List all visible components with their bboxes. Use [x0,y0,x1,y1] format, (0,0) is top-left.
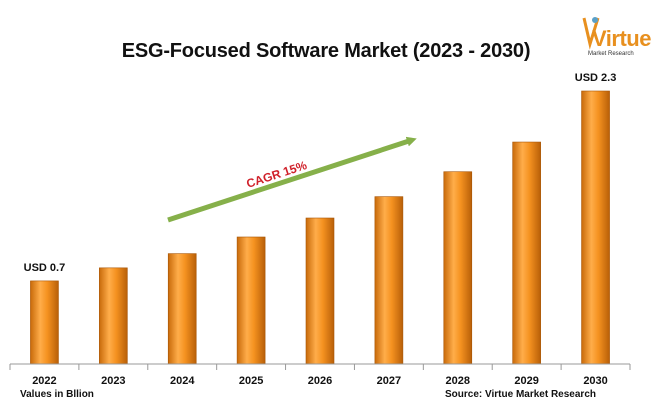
source-note: Source: Virtue Market Research [445,389,596,400]
x-tick-label: 2030 [583,375,607,387]
bar-2028 [443,171,473,365]
logo-mark-icon [582,17,600,50]
virtue-logo: Virtue Market Research [578,14,651,64]
bar-2027 [374,196,404,365]
x-tick-label: 2023 [101,375,125,387]
x-tick-label: 2027 [377,375,401,387]
x-tick-label: 2026 [308,375,332,387]
bar-2029 [512,141,541,365]
x-tick-label: 2028 [446,375,470,387]
data-label-2030: USD 2.3 [575,72,617,84]
x-tick-label: 2024 [170,375,195,387]
x-tick-label: 2022 [32,375,56,387]
bar-2025 [236,236,266,365]
x-tick-label: 2025 [239,375,263,387]
bar-2022 [30,280,59,365]
logo-tagline: Market Research [588,51,634,57]
cagr-arrow [167,136,417,223]
values-unit-note: Values in Bllion [20,389,94,400]
chart-title: ESG-Focused Software Market (2023 - 2030… [121,40,531,62]
x-tick-label: 2029 [514,375,538,387]
bar-2023 [99,267,128,365]
bar-2026 [305,217,335,365]
bar-2024 [167,253,197,365]
data-label-2022: USD 0.7 [24,262,66,274]
logo-word: Virtue [592,26,651,51]
bar-2030 [581,90,610,365]
